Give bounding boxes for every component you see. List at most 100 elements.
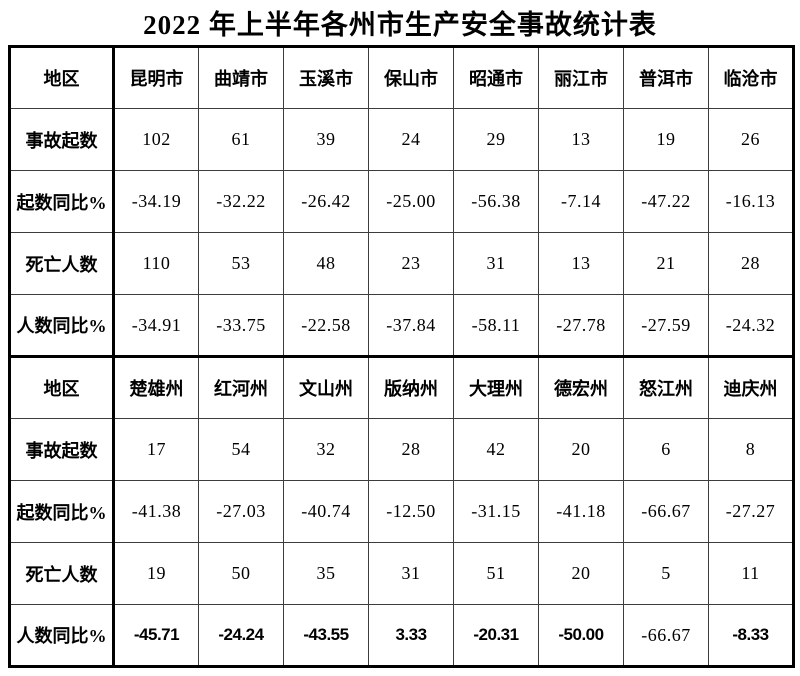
value-cell: -12.50 [368, 480, 454, 543]
value-cell: -27.03 [198, 480, 284, 543]
value-cell: 19 [623, 108, 709, 171]
value-cell: -33.75 [198, 294, 284, 357]
value-cell: 51 [453, 542, 539, 605]
table-row-accidents-yoy: 起数同比% -34.19 -32.22 -26.42 -25.00 -56.38… [9, 170, 794, 233]
value-cell: 102 [113, 108, 199, 171]
value-cell: -24.24 [198, 604, 284, 667]
value-cell: -34.91 [113, 294, 199, 357]
value-cell: 29 [453, 108, 539, 171]
value-cell: 35 [283, 542, 369, 605]
value-cell: -50.00 [538, 604, 624, 667]
value-cell: -27.27 [708, 480, 794, 543]
value-cell: -58.11 [453, 294, 539, 357]
value-cell: 20 [538, 418, 624, 481]
value-cell: -20.31 [453, 604, 539, 667]
table-row-accidents-yoy: 起数同比% -41.38 -27.03 -40.74 -12.50 -31.15… [9, 480, 794, 543]
value-cell: 3.33 [368, 604, 454, 667]
value-cell: -43.55 [283, 604, 369, 667]
value-cell: 31 [453, 232, 539, 295]
value-cell: 28 [708, 232, 794, 295]
value-cell: 28 [368, 418, 454, 481]
value-cell: -26.42 [283, 170, 369, 233]
value-cell: 61 [198, 108, 284, 171]
value-cell: -41.18 [538, 480, 624, 543]
row-label-cell: 死亡人数 [9, 232, 115, 295]
table-row-header-cities: 地区 昆明市 曲靖市 玉溪市 保山市 昭通市 丽江市 普洱市 临沧市 [9, 46, 794, 109]
value-cell: -24.32 [708, 294, 794, 357]
table-row-deaths: 死亡人数 19 50 35 31 51 20 5 11 [9, 542, 794, 605]
value-cell: 31 [368, 542, 454, 605]
value-cell: 23 [368, 232, 454, 295]
region-header-cell: 玉溪市 [283, 46, 369, 109]
value-cell: -22.58 [283, 294, 369, 357]
region-header-cell: 普洱市 [623, 46, 709, 109]
value-cell: 110 [113, 232, 199, 295]
table-row-accidents: 事故起数 17 54 32 28 42 20 6 8 [9, 418, 794, 481]
value-cell: 19 [113, 542, 199, 605]
region-header-cell: 德宏州 [538, 355, 624, 419]
value-cell: 32 [283, 418, 369, 481]
region-header-cell: 版纳州 [368, 355, 454, 419]
value-cell: 24 [368, 108, 454, 171]
table-row-deaths: 死亡人数 110 53 48 23 31 13 21 28 [9, 232, 794, 295]
value-cell: -66.67 [623, 604, 709, 667]
value-cell: -7.14 [538, 170, 624, 233]
value-cell: 42 [453, 418, 539, 481]
value-cell: 6 [623, 418, 709, 481]
row-label-cell: 事故起数 [9, 418, 115, 481]
region-header-cell: 迪庆州 [708, 355, 794, 419]
table-row-deaths-yoy: 人数同比% -45.71 -24.24 -43.55 3.33 -20.31 -… [9, 604, 794, 667]
value-cell: -25.00 [368, 170, 454, 233]
value-cell: -27.59 [623, 294, 709, 357]
table-row-accidents: 事故起数 102 61 39 24 29 13 19 26 [9, 108, 794, 171]
value-cell: -27.78 [538, 294, 624, 357]
value-cell: 21 [623, 232, 709, 295]
value-cell: -37.84 [368, 294, 454, 357]
value-cell: 39 [283, 108, 369, 171]
value-cell: 54 [198, 418, 284, 481]
region-header-cell: 大理州 [453, 355, 539, 419]
value-cell: 8 [708, 418, 794, 481]
region-header-cell: 怒江州 [623, 355, 709, 419]
table-row-header-prefectures: 地区 楚雄州 红河州 文山州 版纳州 大理州 德宏州 怒江州 迪庆州 [9, 355, 794, 419]
value-cell: 53 [198, 232, 284, 295]
value-cell: -32.22 [198, 170, 284, 233]
region-header-cell: 曲靖市 [198, 46, 284, 109]
value-cell: -16.13 [708, 170, 794, 233]
row-label-cell: 死亡人数 [9, 542, 115, 605]
value-cell: 17 [113, 418, 199, 481]
row-label-cell: 起数同比% [9, 170, 115, 233]
value-cell: 50 [198, 542, 284, 605]
table-row-deaths-yoy: 人数同比% -34.91 -33.75 -22.58 -37.84 -58.11… [9, 294, 794, 357]
region-header-cell: 昭通市 [453, 46, 539, 109]
value-cell: -45.71 [113, 604, 199, 667]
value-cell: -47.22 [623, 170, 709, 233]
value-cell: 5 [623, 542, 709, 605]
value-cell: 26 [708, 108, 794, 171]
region-header-cell: 文山州 [283, 355, 369, 419]
value-cell: -56.38 [453, 170, 539, 233]
row-label-cell: 起数同比% [9, 480, 115, 543]
value-cell: 11 [708, 542, 794, 605]
page-title: 2022 年上半年各州市生产安全事故统计表 [143, 10, 657, 40]
region-header-cell: 丽江市 [538, 46, 624, 109]
region-header-cell: 红河州 [198, 355, 284, 419]
region-header-cell: 楚雄州 [113, 355, 199, 419]
value-cell: -66.67 [623, 480, 709, 543]
value-cell: -34.19 [113, 170, 199, 233]
row-label-cell: 人数同比% [9, 294, 115, 357]
stats-table: 地区 昆明市 曲靖市 玉溪市 保山市 昭通市 丽江市 普洱市 临沧市 事故起数 … [8, 45, 795, 668]
value-cell: -31.15 [453, 480, 539, 543]
row-label-cell: 人数同比% [9, 604, 115, 667]
region-header-cell: 地区 [9, 355, 115, 419]
value-cell: 13 [538, 232, 624, 295]
region-header-cell: 地区 [9, 46, 115, 109]
row-label-cell: 事故起数 [9, 108, 115, 171]
value-cell: 48 [283, 232, 369, 295]
value-cell: -41.38 [113, 480, 199, 543]
region-header-cell: 昆明市 [113, 46, 199, 109]
value-cell: 20 [538, 542, 624, 605]
value-cell: -40.74 [283, 480, 369, 543]
region-header-cell: 保山市 [368, 46, 454, 109]
